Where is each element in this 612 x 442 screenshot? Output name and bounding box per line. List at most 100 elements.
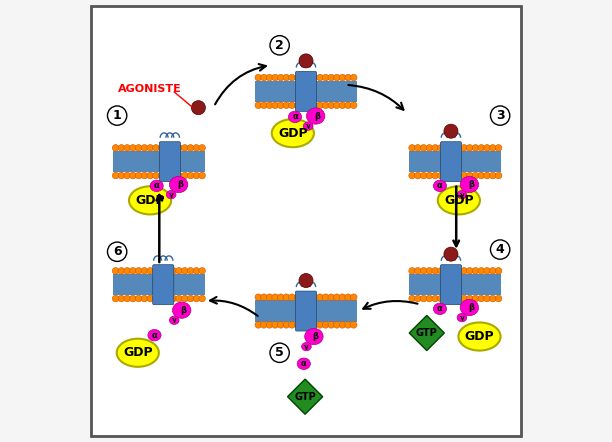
Circle shape <box>255 322 261 328</box>
Circle shape <box>311 322 318 328</box>
FancyBboxPatch shape <box>409 151 501 172</box>
Circle shape <box>277 74 284 81</box>
Circle shape <box>192 101 206 115</box>
Circle shape <box>130 267 136 274</box>
Circle shape <box>449 145 456 151</box>
Text: γ: γ <box>460 315 465 320</box>
Circle shape <box>478 295 485 302</box>
Circle shape <box>490 240 510 259</box>
Circle shape <box>170 295 177 302</box>
Circle shape <box>317 294 323 301</box>
Circle shape <box>478 172 485 179</box>
Circle shape <box>187 267 194 274</box>
Circle shape <box>130 172 136 179</box>
FancyArrowPatch shape <box>210 297 258 316</box>
Circle shape <box>118 267 125 274</box>
Circle shape <box>414 145 421 151</box>
Ellipse shape <box>129 186 171 214</box>
Circle shape <box>444 267 450 274</box>
Circle shape <box>432 295 438 302</box>
Circle shape <box>339 322 346 328</box>
Ellipse shape <box>460 176 479 193</box>
Circle shape <box>461 172 468 179</box>
Circle shape <box>164 172 171 179</box>
Ellipse shape <box>166 191 176 199</box>
Circle shape <box>289 294 295 301</box>
FancyArrowPatch shape <box>215 64 266 104</box>
Text: γ: γ <box>304 343 309 350</box>
Text: α: α <box>154 181 160 191</box>
Ellipse shape <box>288 111 302 122</box>
Circle shape <box>255 102 261 109</box>
Circle shape <box>147 172 154 179</box>
Circle shape <box>334 322 340 328</box>
Circle shape <box>300 74 307 81</box>
Ellipse shape <box>458 323 501 351</box>
Ellipse shape <box>297 358 310 370</box>
Circle shape <box>289 322 295 328</box>
Circle shape <box>294 294 301 301</box>
Circle shape <box>455 295 461 302</box>
Circle shape <box>339 102 346 109</box>
Circle shape <box>135 145 142 151</box>
FancyBboxPatch shape <box>409 274 501 295</box>
Circle shape <box>409 172 416 179</box>
Circle shape <box>124 145 130 151</box>
Circle shape <box>261 322 267 328</box>
Circle shape <box>270 36 289 55</box>
Circle shape <box>351 294 357 301</box>
Circle shape <box>305 74 312 81</box>
Circle shape <box>438 172 444 179</box>
Circle shape <box>317 74 323 81</box>
Text: β: β <box>468 180 474 189</box>
Circle shape <box>124 267 130 274</box>
Circle shape <box>455 172 461 179</box>
Circle shape <box>409 295 416 302</box>
Text: 3: 3 <box>496 109 504 122</box>
Circle shape <box>113 267 119 274</box>
Circle shape <box>283 322 289 328</box>
Ellipse shape <box>438 186 480 214</box>
Circle shape <box>141 267 147 274</box>
Circle shape <box>339 294 346 301</box>
Circle shape <box>135 172 142 179</box>
Circle shape <box>118 172 125 179</box>
Circle shape <box>108 242 127 261</box>
Circle shape <box>345 294 351 301</box>
Circle shape <box>483 295 490 302</box>
Circle shape <box>176 172 182 179</box>
Circle shape <box>272 294 278 301</box>
Text: 2: 2 <box>275 39 284 52</box>
Circle shape <box>444 295 450 302</box>
Text: 1: 1 <box>113 109 122 122</box>
Circle shape <box>294 102 301 109</box>
FancyArrowPatch shape <box>348 85 403 110</box>
Circle shape <box>130 145 136 151</box>
Ellipse shape <box>170 176 188 193</box>
Circle shape <box>323 294 329 301</box>
Ellipse shape <box>173 302 191 318</box>
Circle shape <box>461 145 468 151</box>
FancyBboxPatch shape <box>153 265 174 305</box>
Circle shape <box>351 102 357 109</box>
Circle shape <box>420 267 427 274</box>
Circle shape <box>147 267 154 274</box>
Circle shape <box>466 295 473 302</box>
Circle shape <box>266 294 273 301</box>
Ellipse shape <box>170 316 179 324</box>
FancyBboxPatch shape <box>159 142 181 182</box>
Circle shape <box>495 172 502 179</box>
Circle shape <box>334 294 340 301</box>
Circle shape <box>294 74 301 81</box>
Circle shape <box>135 267 142 274</box>
FancyBboxPatch shape <box>441 142 461 182</box>
Text: GTP: GTP <box>416 328 438 338</box>
Circle shape <box>187 172 194 179</box>
Circle shape <box>141 295 147 302</box>
Circle shape <box>193 295 200 302</box>
Circle shape <box>164 145 171 151</box>
Circle shape <box>420 172 427 179</box>
Circle shape <box>159 295 165 302</box>
Ellipse shape <box>148 329 161 341</box>
Text: GDP: GDP <box>278 127 308 140</box>
